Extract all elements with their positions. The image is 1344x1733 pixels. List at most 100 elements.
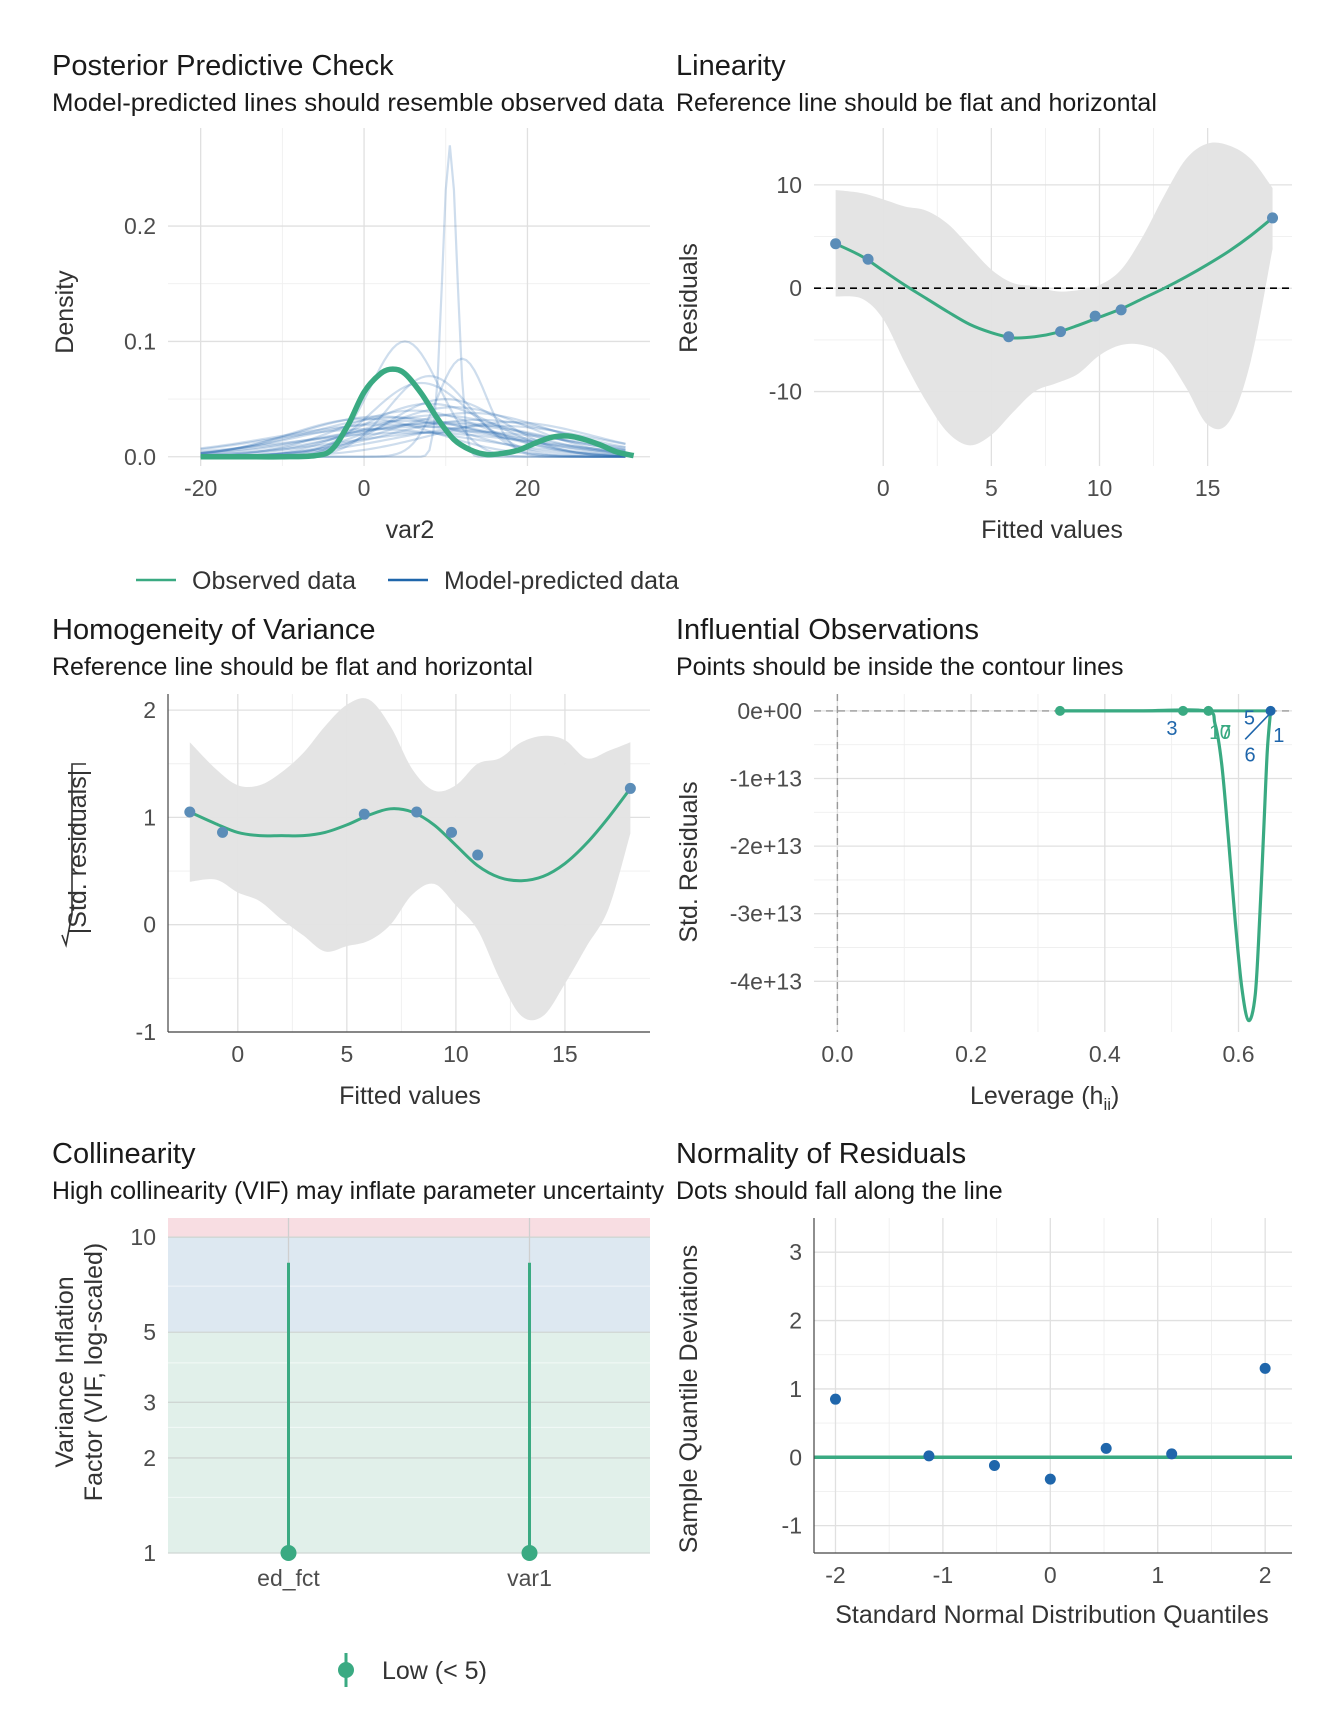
influential-y-tick-label: -2e+13 xyxy=(730,833,802,859)
observation-id-label: 6 xyxy=(1245,744,1256,766)
residual-point xyxy=(1267,212,1279,224)
collinearity-plot-area: ed_fct var1 1 2 3 5 10 xyxy=(130,1218,650,1591)
legend-low-label: Low (< 5) xyxy=(382,1657,487,1685)
collinearity-y-axis-label-line2: Factor (VIF, log-scaled) xyxy=(80,1243,108,1501)
normality-title: Normality of Residuals xyxy=(676,1138,966,1170)
collinearity-y-tick-label: 2 xyxy=(143,1445,156,1471)
influential-y-tick-label: -1e+13 xyxy=(730,766,802,792)
predicted-density-line xyxy=(200,417,626,458)
observation-id-label: 3 xyxy=(1166,718,1177,740)
predicted-density-line xyxy=(200,427,626,457)
normality-x-axis-label: Standard Normal Distribution Quantiles xyxy=(835,1601,1269,1629)
predicted-density-line xyxy=(200,419,626,456)
observation-point xyxy=(1055,705,1066,716)
predicted-density-line xyxy=(200,414,626,458)
collinearity-y-tick-label: 10 xyxy=(130,1224,156,1250)
observation-point xyxy=(1265,705,1276,716)
collinearity-title: Collinearity xyxy=(52,1138,196,1170)
quantile-point xyxy=(988,1459,1000,1471)
influential-x-axis-label: Leverage (hii) xyxy=(970,1082,1119,1114)
collinearity-legend: Low (< 5) xyxy=(338,1653,487,1687)
influential-subtitle: Points should be inside the contour line… xyxy=(676,653,1124,681)
residual-point xyxy=(1003,331,1015,343)
ppc-y-axis-label: Density xyxy=(51,270,79,354)
panel-influential: Influential Observations Points should b… xyxy=(675,614,1292,1114)
quantile-point xyxy=(1100,1442,1112,1454)
homogeneity-x-tick-label: 15 xyxy=(552,1041,578,1067)
normality-x-tick-label: -1 xyxy=(933,1562,953,1588)
residual-point xyxy=(358,808,370,820)
vif-zone-moderate xyxy=(168,1237,650,1333)
vif-point-var1 xyxy=(521,1545,538,1561)
linearity-x-axis-label: Fitted values xyxy=(981,516,1123,544)
quantile-point xyxy=(1259,1362,1271,1374)
normality-y-axis-label: Sample Quantile Deviations xyxy=(675,1245,703,1554)
residual-point xyxy=(446,826,458,838)
linearity-title: Linearity xyxy=(676,50,786,82)
homogeneity-x-tick-label: 10 xyxy=(443,1041,469,1067)
confidence-band xyxy=(835,142,1273,446)
residual-point xyxy=(217,826,229,838)
observation-point xyxy=(1178,705,1189,716)
influential-y-tick-label: -3e+13 xyxy=(730,901,802,927)
influential-x-tick-label: 0.2 xyxy=(955,1041,987,1067)
quantile-point xyxy=(1044,1473,1056,1485)
normality-subtitle: Dots should fall along the line xyxy=(676,1177,1003,1205)
linearity-y-tick-label: 0 xyxy=(789,275,802,301)
normality-x-tick-label: 2 xyxy=(1259,1562,1272,1588)
quantile-point xyxy=(1166,1448,1178,1460)
predicted-density-line xyxy=(200,425,626,455)
ppc-subtitle: Model-predicted lines should resemble ob… xyxy=(52,89,664,117)
legend-low-swatch-dot xyxy=(338,1662,354,1678)
ppc-x-axis-label: var2 xyxy=(386,516,435,544)
observation-id-label: 1 xyxy=(1273,725,1284,747)
collinearity-y-tick-label: 1 xyxy=(143,1540,156,1566)
normality-x-tick-label: 1 xyxy=(1151,1562,1164,1588)
linearity-y-tick-label: -10 xyxy=(769,379,802,405)
panel-posterior-predictive-check: Posterior Predictive Check Model-predict… xyxy=(51,50,679,595)
ppc-x-tick-label: 0 xyxy=(358,475,371,501)
quantile-point xyxy=(923,1450,935,1462)
collinearity-x-tick-label: var1 xyxy=(507,1565,552,1591)
collinearity-y-axis-label-line1: Variance Inflation xyxy=(51,1276,79,1467)
linearity-subtitle: Reference line should be flat and horizo… xyxy=(676,89,1157,117)
predicted-density-line xyxy=(200,402,626,458)
collinearity-y-tick-label: 5 xyxy=(143,1319,156,1345)
homogeneity-x-tick-label: 5 xyxy=(340,1041,353,1067)
panel-linearity: Linearity Reference line should be flat … xyxy=(675,50,1292,544)
normality-y-tick-label: 2 xyxy=(789,1308,802,1334)
influential-x-tick-label: 0.0 xyxy=(821,1041,853,1067)
predicted-density-line xyxy=(200,415,626,458)
ppc-title: Posterior Predictive Check xyxy=(52,50,394,82)
collinearity-x-tick-label: ed_fct xyxy=(257,1565,320,1591)
linearity-x-tick-label: 5 xyxy=(985,475,998,501)
normality-y-tick-label: 0 xyxy=(789,1444,802,1470)
ppc-y-tick-label: 0.2 xyxy=(124,213,156,239)
ppc-y-tick-label: 0.1 xyxy=(124,328,156,354)
residual-point xyxy=(411,806,423,818)
influential-y-tick-label: 0e+00 xyxy=(737,698,802,724)
homogeneity-y-axis-text: |Std. residuals| xyxy=(64,770,92,934)
vif-point-ed_fct xyxy=(280,1545,297,1561)
collinearity-subtitle: High collinearity (VIF) may inflate para… xyxy=(52,1177,664,1205)
label-leader-line xyxy=(1244,712,1272,740)
legend-predicted-label: Model-predicted data xyxy=(444,567,679,595)
residual-point xyxy=(1115,304,1127,316)
homogeneity-x-axis-label: Fitted values xyxy=(339,1082,481,1110)
observation-id-label: 5 xyxy=(1244,707,1255,729)
residual-point xyxy=(1089,310,1101,322)
vif-zone-high xyxy=(168,1218,650,1238)
influential-y-tick-label: -4e+13 xyxy=(730,968,802,994)
vif-zone-low xyxy=(168,1332,650,1553)
confidence-band xyxy=(189,698,631,1021)
observation-point xyxy=(1203,705,1214,716)
linearity-x-tick-label: 15 xyxy=(1195,475,1221,501)
linearity-y-tick-label: 10 xyxy=(776,172,802,198)
legend-observed-label: Observed data xyxy=(192,567,356,595)
ppc-plot-area: -20 0 20 0.0 0.1 0.2 xyxy=(124,128,650,501)
normality-x-tick-label: -2 xyxy=(825,1562,845,1588)
panel-collinearity: Collinearity High collinearity (VIF) may… xyxy=(51,1138,664,1687)
residual-point xyxy=(184,806,196,818)
